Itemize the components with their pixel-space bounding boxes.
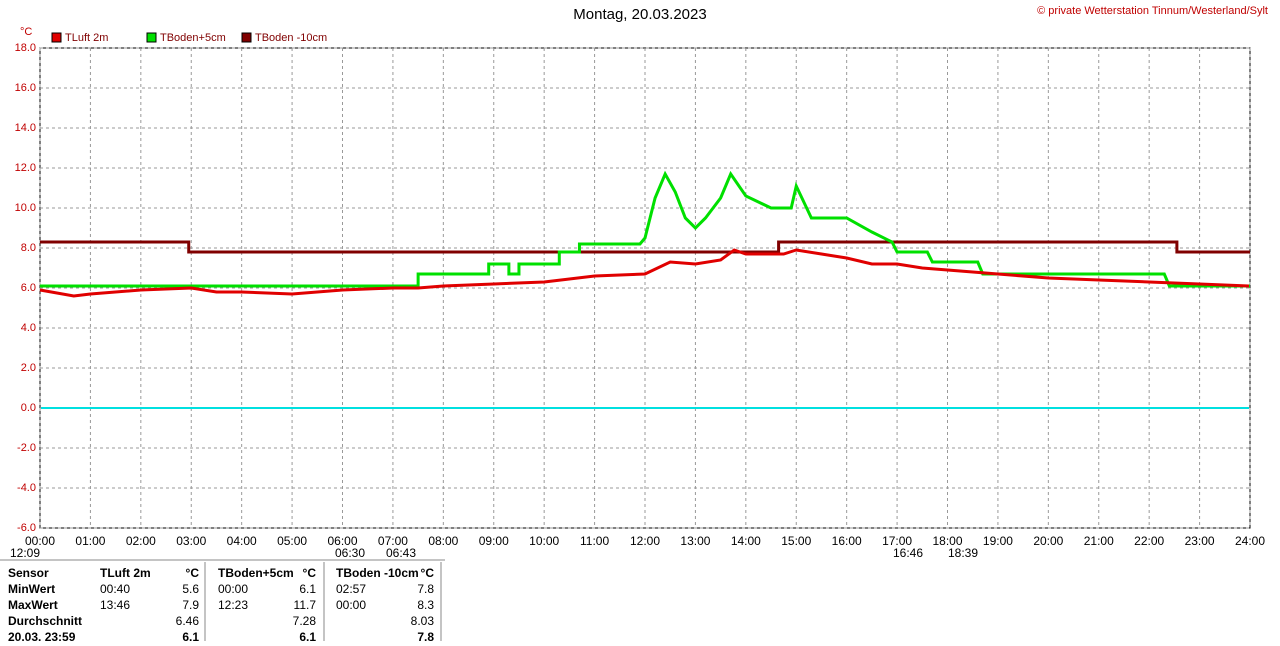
table-cell: 6.1 — [299, 582, 316, 596]
table-cell: 12:23 — [218, 598, 248, 612]
x-tick-label: 15:00 — [781, 534, 811, 548]
table-cell: 7.8 — [417, 630, 434, 641]
legend-label: TLuft 2m — [65, 32, 108, 44]
annotation: 18:39 — [948, 546, 978, 560]
y-tick-label: 6.0 — [21, 282, 36, 294]
x-tick-label: 17:00 — [882, 534, 912, 548]
credit: © private Wetterstation Tinnum/Westerlan… — [1037, 5, 1268, 17]
chart-title: Montag, 20.03.2023 — [573, 6, 706, 23]
x-tick-label: 02:00 — [126, 534, 156, 548]
table-cell: 8.3 — [417, 598, 434, 612]
table-header: TLuft 2m — [100, 566, 151, 580]
y-tick-label: -4.0 — [17, 482, 36, 494]
x-tick-label: 21:00 — [1084, 534, 1114, 548]
legend-label: TBoden+5cm — [160, 32, 226, 44]
table-cell: 6.1 — [182, 630, 199, 641]
table-cell: Durchschnitt — [8, 614, 82, 628]
y-tick-label: 10.0 — [15, 202, 36, 214]
x-tick-label: 08:00 — [428, 534, 458, 548]
table-header: TBoden+5cm — [218, 566, 294, 580]
annotation: 06:30 — [335, 546, 365, 560]
table-cell: 5.6 — [182, 582, 199, 596]
x-tick-label: 09:00 — [479, 534, 509, 548]
series-line — [40, 170, 1250, 288]
y-tick-label: 4.0 — [21, 322, 36, 334]
table-cell: 8.03 — [411, 614, 435, 628]
y-tick-label: 18.0 — [15, 42, 36, 54]
table-header: °C — [303, 566, 317, 580]
y-tick-label: 16.0 — [15, 82, 36, 94]
y-tick-label: -6.0 — [17, 522, 36, 534]
x-tick-label: 16:00 — [832, 534, 862, 548]
table-cell: 02:57 — [336, 582, 366, 596]
x-tick-label: 14:00 — [731, 534, 761, 548]
y-tick-label: 8.0 — [21, 242, 36, 254]
y-tick-label: 2.0 — [21, 362, 36, 374]
y-tick-label: 0.0 — [21, 402, 36, 414]
legend-swatch — [51, 32, 62, 43]
table-cell: 6.46 — [176, 614, 200, 628]
table-cell: 6.1 — [299, 630, 316, 641]
x-tick-label: 23:00 — [1185, 534, 1215, 548]
x-tick-label: 10:00 — [529, 534, 559, 548]
x-tick-label: 13:00 — [680, 534, 710, 548]
x-tick-label: 07:00 — [378, 534, 408, 548]
x-tick-label: 11:00 — [580, 534, 609, 548]
table-header: TBoden -10cm — [336, 566, 419, 580]
x-tick-label: 19:00 — [983, 534, 1013, 548]
x-tick-label: 04:00 — [227, 534, 257, 548]
table-cell: 7.28 — [293, 614, 317, 628]
table-cell: 7.9 — [182, 598, 199, 612]
x-tick-label: 24:00 — [1235, 534, 1265, 548]
y-tick-label: 12.0 — [15, 162, 36, 174]
x-tick-label: 22:00 — [1134, 534, 1164, 548]
x-tick-label: 18:00 — [932, 534, 962, 548]
x-tick-label: 01:00 — [75, 534, 105, 548]
legend-label: TBoden -10cm — [255, 32, 327, 44]
table-cell: 13:46 — [100, 598, 130, 612]
annotation: 16:46 — [893, 546, 923, 560]
legend-swatch — [146, 32, 157, 43]
series-line — [39, 248, 1250, 298]
table-cell: 00:40 — [100, 582, 130, 596]
x-tick-label: 05:00 — [277, 534, 307, 548]
table-cell: MaxWert — [8, 598, 58, 612]
y-tick-label: -2.0 — [17, 442, 36, 454]
table-cell: MinWert — [8, 582, 55, 596]
table-cell: 7.8 — [417, 582, 434, 596]
table-cell: 00:00 — [218, 582, 248, 596]
x-tick-label: 06:00 — [327, 534, 357, 548]
table-header: °C — [421, 566, 435, 580]
annotation: 12:09 — [10, 546, 40, 560]
x-tick-label: 12:00 — [630, 534, 660, 548]
x-tick-label: 00:00 — [25, 534, 55, 548]
table-cell: 11.7 — [294, 598, 317, 612]
legend-swatch — [241, 32, 252, 43]
y-unit: °C — [20, 26, 32, 38]
table-cell: 00:00 — [336, 598, 366, 612]
y-tick-label: 14.0 — [15, 122, 36, 134]
series-line — [40, 240, 1250, 254]
x-tick-label: 03:00 — [176, 534, 206, 548]
annotation: 06:43 — [386, 546, 416, 560]
table-cell: 20.03. 23:59 — [8, 630, 76, 641]
table-header: Sensor — [8, 566, 49, 580]
x-tick-label: 20:00 — [1033, 534, 1063, 548]
table-header: °C — [186, 566, 200, 580]
